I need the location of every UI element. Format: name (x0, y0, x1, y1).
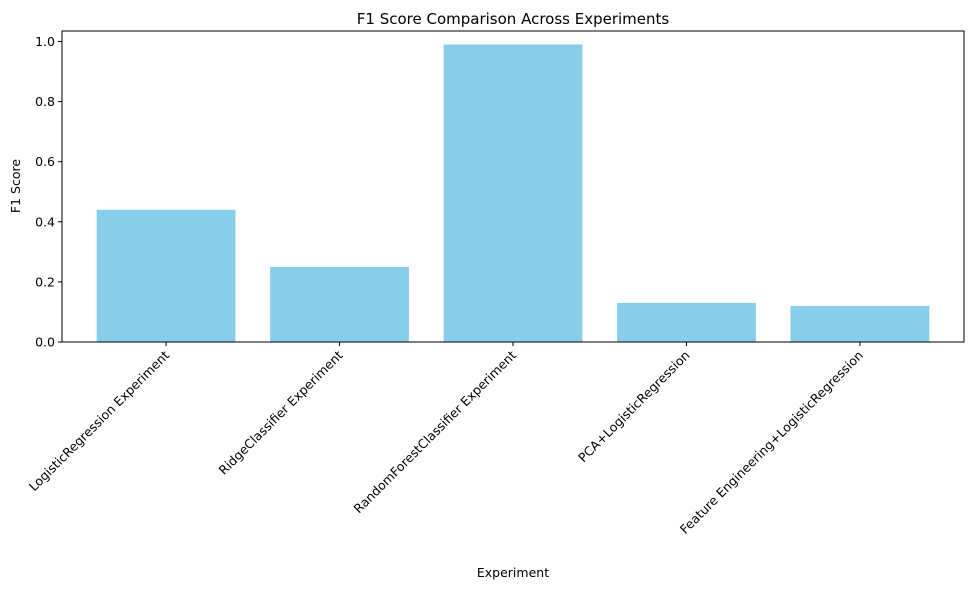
x-tick-label: Feature Engineering+LogisticRegression (677, 348, 866, 537)
bar (270, 266, 409, 342)
bars-group (96, 44, 930, 343)
x-tick-label: RandomForestClassifier Experiment (351, 347, 520, 516)
y-tick-label: 0.0 (35, 335, 55, 350)
y-tick-label: 0.8 (35, 94, 55, 109)
bar (790, 305, 930, 342)
x-tick-label: LogisticRegression Experiment (26, 347, 173, 494)
chart-title: F1 Score Comparison Across Experiments (357, 10, 670, 28)
x-tick-label: RidgeClassifier Experiment (216, 347, 346, 477)
x-axis: LogisticRegression Experiment RidgeClassi… (26, 342, 866, 537)
x-tick-label: PCA+LogisticRegression (575, 348, 693, 466)
bar (617, 302, 756, 342)
y-tick-label: 0.2 (35, 274, 55, 289)
y-axis-label: F1 Score (8, 159, 23, 213)
y-axis: 0.0 0.2 0.4 0.6 0.8 1.0 (35, 34, 62, 350)
bar (96, 209, 236, 342)
y-tick-label: 0.6 (35, 154, 55, 169)
x-axis-label: Experiment (477, 565, 549, 580)
y-tick-label: 0.4 (35, 214, 55, 229)
plot-frame (61, 30, 965, 343)
y-tick-label: 1.0 (35, 34, 55, 49)
bar (443, 44, 583, 343)
